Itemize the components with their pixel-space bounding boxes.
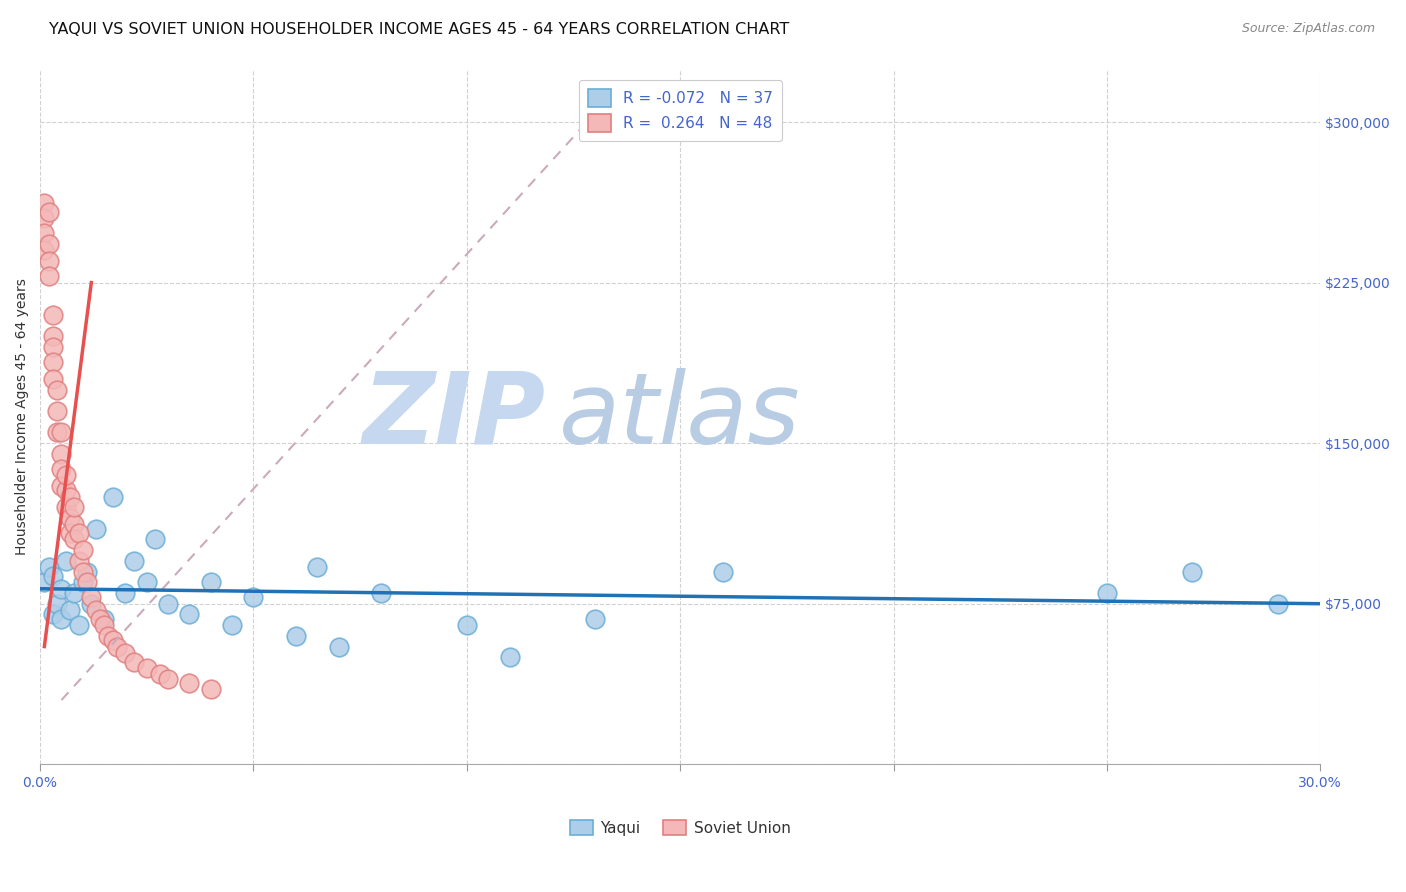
Point xyxy=(93,618,115,632)
Point xyxy=(42,372,65,386)
Point xyxy=(63,517,86,532)
Point xyxy=(1267,597,1289,611)
Point xyxy=(42,569,65,583)
Point xyxy=(84,603,107,617)
Point xyxy=(370,586,392,600)
Point xyxy=(1095,586,1118,600)
Point xyxy=(242,591,264,605)
Point xyxy=(42,607,65,622)
Point xyxy=(72,565,94,579)
Point xyxy=(59,526,82,541)
Point xyxy=(34,196,56,211)
Point xyxy=(179,676,201,690)
Point xyxy=(307,560,329,574)
Y-axis label: Householder Income Ages 45 - 64 years: Householder Income Ages 45 - 64 years xyxy=(15,278,30,555)
Point xyxy=(328,640,350,654)
Point xyxy=(149,667,172,681)
Point xyxy=(200,575,222,590)
Point xyxy=(143,533,166,547)
Point xyxy=(34,575,56,590)
Point xyxy=(38,560,60,574)
Point xyxy=(456,618,478,632)
Point xyxy=(38,254,60,268)
Point xyxy=(122,554,145,568)
Point xyxy=(157,597,180,611)
Point xyxy=(59,603,82,617)
Point xyxy=(89,612,111,626)
Point xyxy=(51,462,73,476)
Point xyxy=(38,269,60,284)
Point xyxy=(42,329,65,343)
Point xyxy=(200,682,222,697)
Point xyxy=(105,640,128,654)
Point xyxy=(42,308,65,322)
Point xyxy=(67,554,90,568)
Point xyxy=(114,646,136,660)
Point xyxy=(72,575,94,590)
Point xyxy=(51,582,73,596)
Point xyxy=(179,607,201,622)
Point xyxy=(76,565,98,579)
Point xyxy=(101,633,124,648)
Point xyxy=(34,227,56,241)
Point xyxy=(42,355,65,369)
Point xyxy=(711,565,734,579)
Point xyxy=(80,591,103,605)
Point xyxy=(63,586,86,600)
Point xyxy=(135,575,157,590)
Point xyxy=(46,425,69,440)
Point xyxy=(221,618,243,632)
Point xyxy=(157,672,180,686)
Point xyxy=(34,244,56,258)
Point xyxy=(51,612,73,626)
Point xyxy=(55,500,77,515)
Point xyxy=(72,543,94,558)
Text: YAQUI VS SOVIET UNION HOUSEHOLDER INCOME AGES 45 - 64 YEARS CORRELATION CHART: YAQUI VS SOVIET UNION HOUSEHOLDER INCOME… xyxy=(49,22,789,37)
Point xyxy=(38,237,60,252)
Point xyxy=(46,597,69,611)
Point xyxy=(97,629,120,643)
Point xyxy=(46,404,69,418)
Text: Source: ZipAtlas.com: Source: ZipAtlas.com xyxy=(1241,22,1375,36)
Point xyxy=(84,522,107,536)
Point xyxy=(34,211,56,226)
Point xyxy=(80,597,103,611)
Point xyxy=(114,586,136,600)
Point xyxy=(67,526,90,541)
Point xyxy=(51,425,73,440)
Point xyxy=(101,490,124,504)
Point xyxy=(76,575,98,590)
Point xyxy=(1181,565,1204,579)
Point xyxy=(583,612,606,626)
Point xyxy=(46,383,69,397)
Point xyxy=(67,618,90,632)
Point xyxy=(135,661,157,675)
Text: atlas: atlas xyxy=(558,368,800,465)
Point xyxy=(55,483,77,498)
Legend: Yaqui, Soviet Union: Yaqui, Soviet Union xyxy=(564,814,797,842)
Point xyxy=(59,511,82,525)
Point xyxy=(55,554,77,568)
Point xyxy=(51,447,73,461)
Point xyxy=(63,500,86,515)
Point xyxy=(498,650,520,665)
Point xyxy=(63,533,86,547)
Point xyxy=(55,468,77,483)
Point xyxy=(38,205,60,219)
Point xyxy=(122,655,145,669)
Point xyxy=(285,629,308,643)
Point xyxy=(59,490,82,504)
Point xyxy=(42,340,65,354)
Point xyxy=(93,612,115,626)
Text: ZIP: ZIP xyxy=(363,368,546,465)
Point xyxy=(51,479,73,493)
